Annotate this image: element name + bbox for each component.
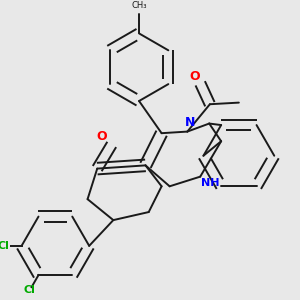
Text: CH₃: CH₃: [131, 1, 147, 10]
Text: NH: NH: [201, 178, 219, 188]
Text: O: O: [97, 130, 107, 143]
Text: Cl: Cl: [0, 241, 10, 251]
Text: Cl: Cl: [24, 285, 36, 296]
Text: O: O: [189, 70, 200, 83]
Text: N: N: [185, 116, 195, 129]
